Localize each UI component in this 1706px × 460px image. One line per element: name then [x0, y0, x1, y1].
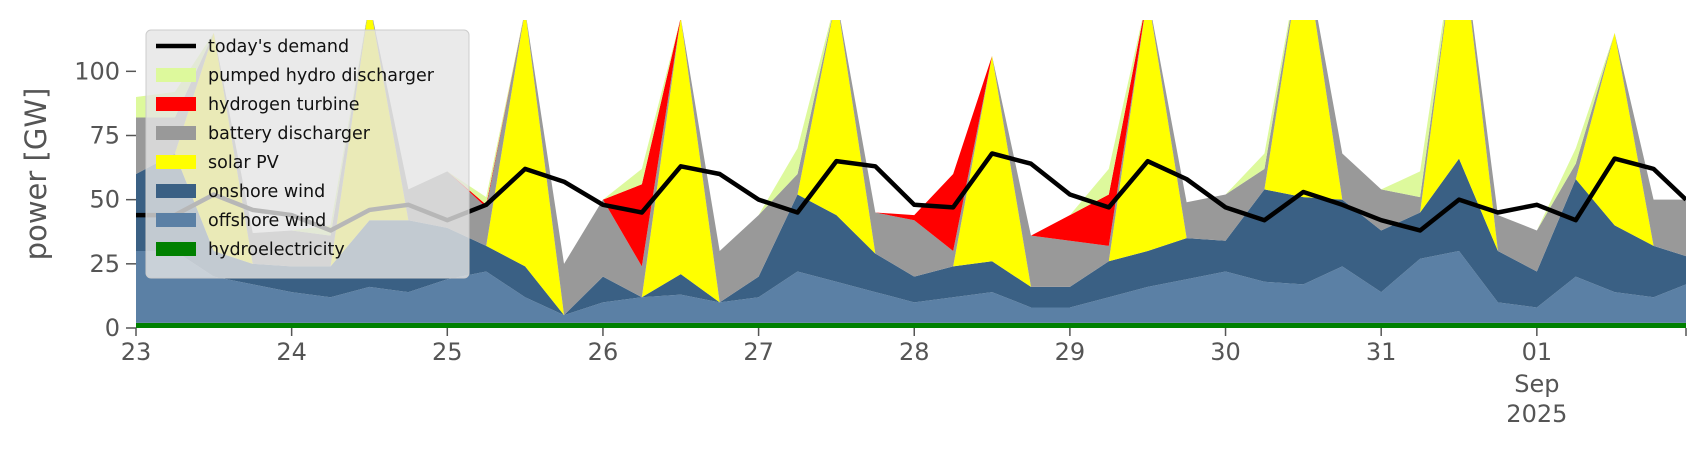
hydrogen-turbine-legend-label: hydrogen turbine: [208, 95, 360, 115]
solar-pv-legend-swatch: [156, 155, 196, 169]
x-tick-label: 27: [743, 338, 774, 366]
x-tick-year-label: 2025: [1506, 400, 1567, 428]
x-tick-label: 23: [121, 338, 152, 366]
pumped-hydro-discharger-legend-swatch: [156, 68, 196, 82]
x-tick-label: 25: [432, 338, 463, 366]
x-tick-label: 01: [1522, 338, 1553, 366]
y-axis-label: power [GW]: [19, 88, 53, 261]
x-tick-label: 30: [1210, 338, 1241, 366]
battery-discharger-area: [136, 20, 1686, 316]
y-tick-label: 50: [89, 186, 120, 214]
y-tick-label: 75: [89, 122, 120, 150]
today-s-demand-legend-label: today's demand: [208, 37, 349, 57]
y-tick-label: 100: [74, 57, 120, 85]
x-tick-label: 31: [1366, 338, 1397, 366]
legend-box: [145, 29, 470, 279]
area-layers: [136, 20, 1686, 328]
x-tick-label: 26: [588, 338, 619, 366]
solar-pv-area: [136, 20, 1686, 316]
x-tick-label: 28: [899, 338, 930, 366]
pumped-hydro-discharger-legend-label: pumped hydro discharger: [208, 66, 435, 86]
hydrogen-turbine-area: [136, 20, 1686, 267]
legend: today's demand pumped hydro discharger hyd…: [145, 29, 470, 279]
x-tick-month-label: Sep: [1514, 370, 1559, 398]
offshore-wind-legend-label: offshore wind: [208, 211, 326, 231]
battery-discharger-legend-swatch: [156, 126, 196, 140]
onshore-wind-legend-swatch: [156, 184, 196, 198]
onshore-wind-legend-label: onshore wind: [208, 182, 325, 202]
hydroelectricity-area: [136, 322, 1686, 328]
onshore-wind-area: [136, 153, 1686, 316]
solar-pv-legend-label: solar PV: [208, 153, 279, 173]
hydrogen-turbine-legend-swatch: [156, 97, 196, 111]
y-tick-label: 25: [89, 250, 120, 278]
battery-discharger-legend-label: battery discharger: [208, 124, 371, 144]
x-tick-label: 24: [276, 338, 307, 366]
hydroelectricity-legend-swatch: [156, 242, 196, 256]
y-tick-label: 0: [105, 314, 120, 342]
hydroelectricity-legend-label: hydroelectricity: [208, 240, 345, 260]
offshore-wind-area: [136, 251, 1686, 323]
x-tick-label: 29: [1055, 338, 1086, 366]
offshore-wind-legend-swatch: [156, 213, 196, 227]
